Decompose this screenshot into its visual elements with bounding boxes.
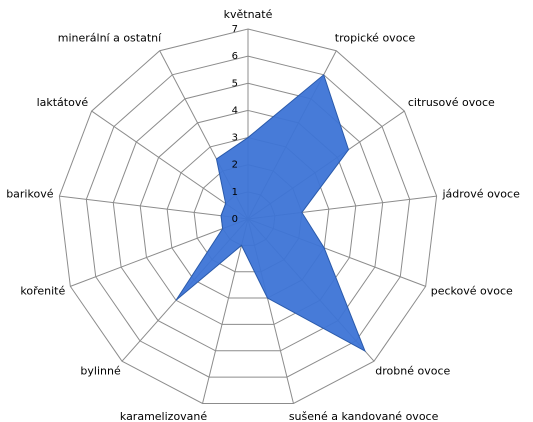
r-tick-label: 4 xyxy=(232,105,238,116)
category-label: barikové xyxy=(6,187,54,200)
grid-ring xyxy=(58,28,438,404)
category-label: drobné ovoce xyxy=(375,365,450,378)
r-tick-label: 7 xyxy=(232,24,238,35)
spoke xyxy=(59,195,249,220)
grid-ring xyxy=(139,109,357,325)
category-label: karamelizované xyxy=(120,410,208,422)
r-tick-label: 6 xyxy=(232,51,238,62)
category-label: sušené a kandované ovoce xyxy=(289,410,439,422)
category-label: jádrové ovoce xyxy=(442,187,521,200)
series-area xyxy=(175,73,366,353)
spoke xyxy=(202,218,249,404)
r-tick-label: 1 xyxy=(232,187,238,198)
category-label: citrusové ovoce xyxy=(408,96,495,109)
r-tick-label: 2 xyxy=(232,160,238,171)
spoke xyxy=(70,218,249,287)
category-label: tropické ovoce xyxy=(335,31,416,44)
category-label: květnaté xyxy=(224,8,273,21)
category-label: kořenité xyxy=(20,284,65,297)
grid-ring xyxy=(112,82,384,352)
category-label: bylinné xyxy=(80,365,121,378)
r-tick-label: 3 xyxy=(232,133,238,144)
category-label: minerální a ostatní xyxy=(58,31,162,44)
category-label: peckové ovoce xyxy=(431,284,513,297)
spoke xyxy=(91,110,249,220)
r-tick-label: 0 xyxy=(232,214,238,225)
r-tick-label: 5 xyxy=(232,78,238,89)
category-label: laktátové xyxy=(37,96,89,109)
grid-ring xyxy=(85,55,411,378)
